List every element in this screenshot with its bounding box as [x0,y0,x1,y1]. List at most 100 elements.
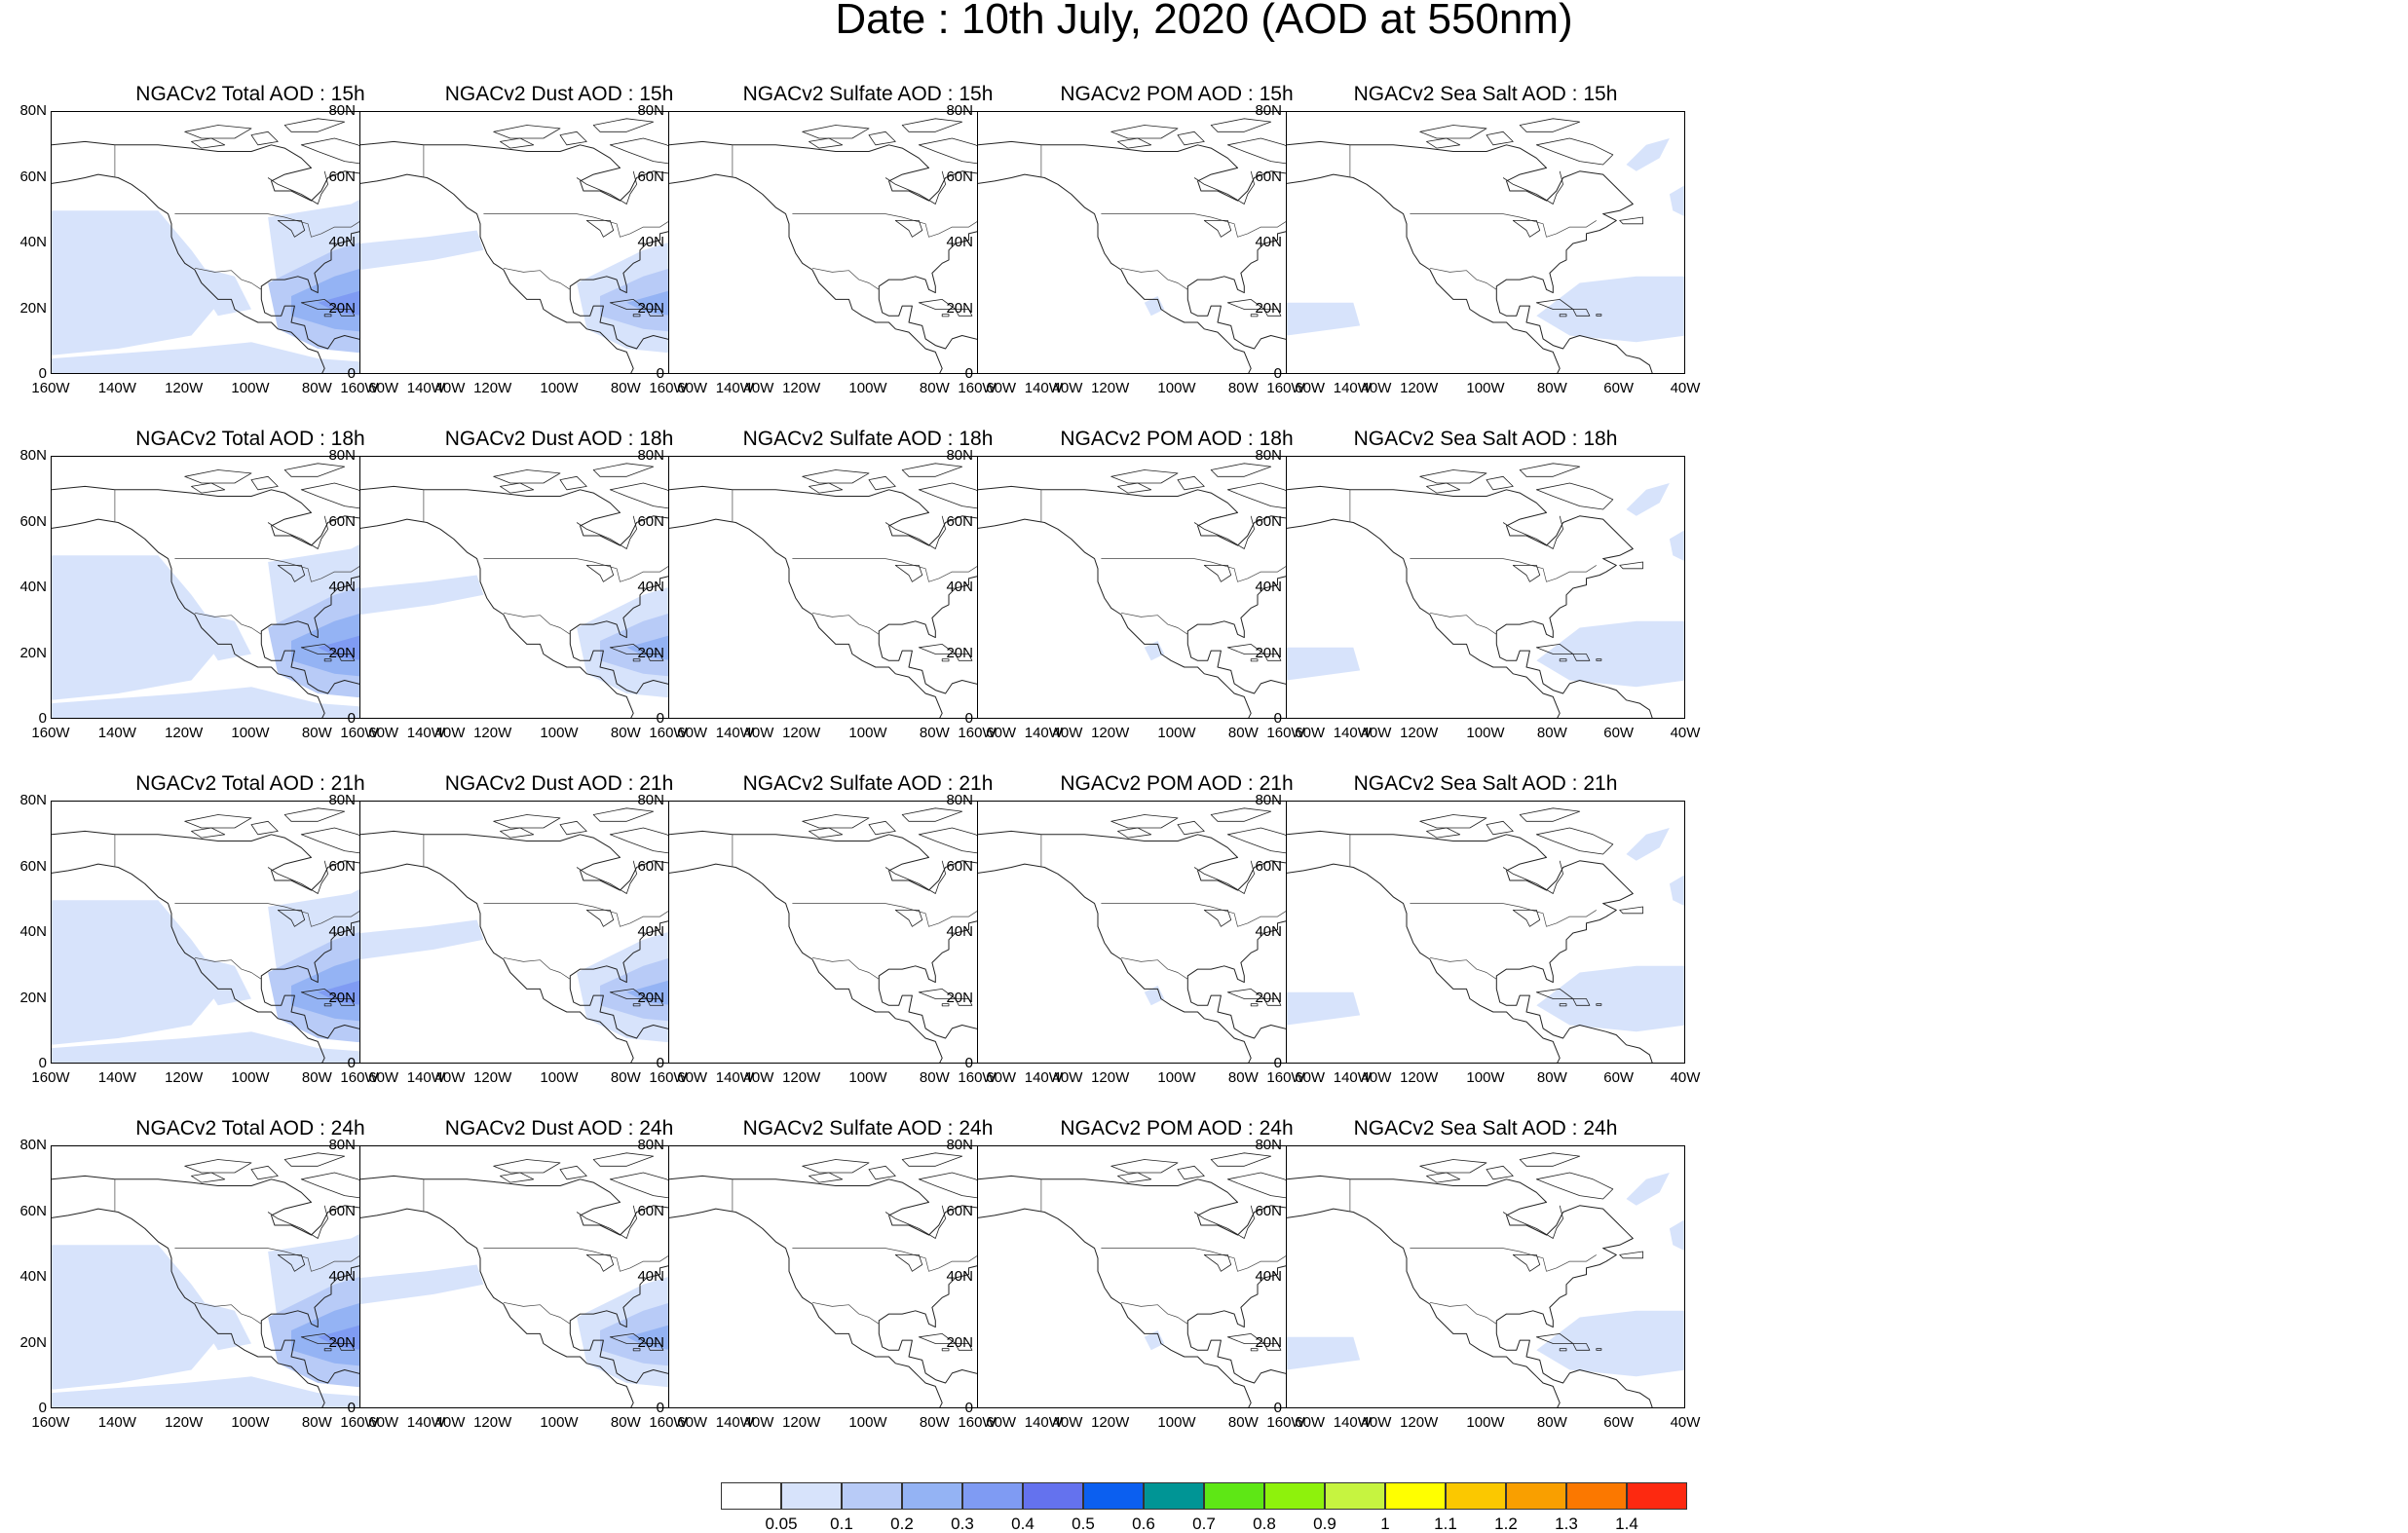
lon-tick-label: 120W [1091,725,1130,741]
aod-shading [1287,302,1361,336]
lat-tick-label: 20N [1255,644,1282,661]
lon-tick-label: 40W [1670,380,1701,396]
colorbar-swatch [1627,1482,1687,1510]
lat-tick-label: 20N [637,1333,664,1351]
lon-tick-label: 40W [1052,1414,1083,1431]
lon-tick-label: 160W [1266,1069,1305,1086]
panel-title: NGACv2 Dust AOD : 15h [444,83,674,105]
lon-tick-label: 40W [743,725,774,741]
lat-tick-label: 80N [328,447,356,464]
lat-tick-label: 60N [19,512,47,530]
aod-shading [360,1264,484,1304]
map-plot-area [1286,801,1685,1064]
coastline-outline [1287,463,1653,718]
lat-tick-label: 0 [1273,710,1282,727]
lon-tick-label: 100W [848,1414,887,1431]
aod-shading [1626,828,1670,861]
lon-tick-label: 80W [1227,1069,1259,1086]
coastline-outline [978,1152,1344,1407]
lat-tick-label: 80N [946,102,973,119]
lat-tick-label: 0 [347,1055,356,1071]
lon-tick-label: 60W [1603,725,1635,741]
lon-tick-label: 60W [1603,1069,1635,1086]
panel-title: NGACv2 Sea Salt AOD : 15h [1353,83,1618,105]
map-panel-seasalt-4: NGACv2 Sea Salt AOD : 24h 80N 60N 40N 20N 0 16… [1255,1116,1744,1461]
lon-tick-label: 100W [1466,380,1505,396]
lon-tick-label: 80W [1536,1414,1567,1431]
aod-shading [52,1031,449,1063]
lon-tick-label: 100W [848,725,887,741]
colorbar-label: 0.8 [1253,1514,1276,1533]
aod-shading [184,263,251,317]
panel-title: NGACv2 Sulfate AOD : 24h [742,1117,994,1140]
lat-tick-label: 60N [19,1202,47,1219]
lon-tick-label: 60W [1295,725,1326,741]
lon-tick-label: 60W [1295,1414,1326,1431]
aod-shading [184,1297,251,1351]
colorbar-label: 0.5 [1072,1514,1095,1533]
lat-tick-label: 20N [637,644,664,661]
lat-tick-label: 40N [946,234,973,250]
lat-tick-label: 60N [328,1202,356,1219]
lon-tick-label: 60W [677,725,708,741]
lon-tick-label: 80W [610,725,641,741]
lon-tick-label: 160W [340,380,379,396]
aod-shading [1536,1310,1684,1377]
lon-tick-label: 60W [1603,380,1635,396]
aod-shading [360,575,484,615]
lat-tick-label: 40N [1255,1268,1282,1285]
lat-tick-label: 60N [946,857,973,875]
lat-tick-label: 80N [946,1137,973,1153]
lat-tick-label: 40N [328,923,356,940]
aod-shading [1669,185,1684,217]
lat-tick-label: 60N [1255,1202,1282,1219]
aod-shading [1536,276,1684,343]
lat-tick-label: 20N [328,1333,356,1351]
coastline-outline [52,118,418,373]
lon-tick-label: 80W [919,725,950,741]
lat-tick-label: 80N [637,792,664,808]
lon-tick-label: 80W [1536,1069,1567,1086]
lat-tick-label: 80N [19,447,47,464]
lon-tick-label: 40W [1670,1069,1701,1086]
aod-shading [52,900,225,1045]
lon-tick-label: 80W [301,1414,332,1431]
lat-tick-label: 20N [637,299,664,317]
lat-tick-label: 40N [328,1268,356,1285]
lon-tick-label: 100W [1157,725,1196,741]
coastline-outline [360,807,727,1063]
lon-tick-label: 100W [1157,1069,1196,1086]
lat-tick-label: 0 [38,1400,47,1416]
coastline-outline [52,1152,418,1407]
lon-tick-label: 120W [165,1414,204,1431]
lon-tick-label: 120W [1091,380,1130,396]
lon-tick-label: 140W [97,1414,136,1431]
lon-tick-label: 40W [434,725,466,741]
lon-tick-label: 60W [986,1414,1017,1431]
lat-tick-label: 0 [38,1055,47,1071]
lon-tick-label: 120W [782,1069,821,1086]
panel-title: NGACv2 Sulfate AOD : 18h [742,428,994,450]
coastline-outline [669,118,1035,373]
aod-shading [184,608,251,661]
lat-tick-label: 20N [1255,989,1282,1006]
aod-shading [1144,641,1165,661]
aod-shading [1536,620,1684,688]
lat-tick-label: 40N [637,1268,664,1285]
colorbar-swatch [1385,1482,1446,1510]
lon-tick-label: 80W [1227,380,1259,396]
lon-tick-label: 160W [1266,1414,1305,1431]
lon-tick-label: 80W [1536,725,1567,741]
lon-tick-label: 40W [1361,1069,1392,1086]
colorbar-swatch [721,1482,781,1510]
lon-tick-label: 40W [1361,725,1392,741]
lon-tick-label: 40W [1361,380,1392,396]
colorbar-label: 1 [1380,1514,1390,1533]
lat-tick-label: 20N [19,299,47,317]
lon-tick-label: 80W [919,1069,950,1086]
lat-tick-label: 60N [637,1202,664,1219]
lon-tick-label: 160W [340,1414,379,1431]
panel-title: NGACv2 POM AOD : 15h [1060,83,1294,105]
lon-tick-label: 140W [715,1069,754,1086]
lat-tick-label: 60N [19,168,47,185]
